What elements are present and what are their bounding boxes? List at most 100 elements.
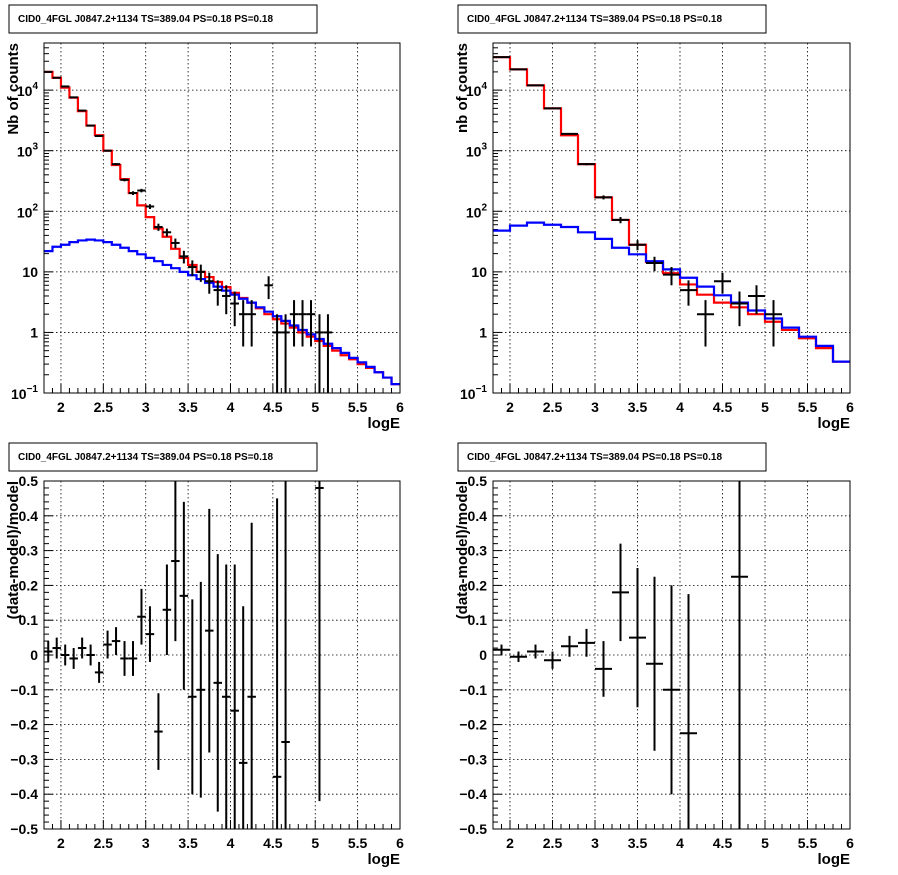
- y-axis-label: (data-model)/model: [454, 481, 471, 619]
- axis-ticks: [43, 42, 401, 394]
- y-tick-label: 0.1: [468, 612, 488, 628]
- y-tick-label: 0.2: [19, 577, 39, 593]
- data-point: [247, 300, 256, 347]
- panel-tr: 2 2.5 3 3.5 4 4.5 5 5.5 6 10−1 1 10 102 103 104 logE nb …: [454, 4, 854, 432]
- data-point: [213, 554, 222, 812]
- data-point: [281, 314, 290, 393]
- data-point: [137, 188, 146, 193]
- data-point: [238, 300, 248, 347]
- data-point: [94, 134, 104, 137]
- x-tick-label: 5.5: [348, 835, 368, 851]
- x-tick-label: 6: [846, 399, 854, 415]
- data-point: [162, 228, 172, 237]
- y-axis-label: Nb of counts: [5, 43, 22, 135]
- data-points: [493, 56, 782, 347]
- y-tick-label: 0.5: [468, 473, 488, 489]
- x-tick-label: 5: [761, 399, 769, 415]
- axis-ticks: [43, 480, 401, 830]
- data-point: [578, 163, 595, 166]
- y-tick-label: 0.4: [468, 508, 488, 524]
- y-tick-label: 0: [479, 647, 487, 663]
- data-point: [697, 300, 714, 347]
- series-line-1: [44, 238, 400, 386]
- y-tick-label: 102: [17, 202, 39, 220]
- x-tick-label: 4.5: [713, 399, 733, 415]
- data-point: [137, 588, 146, 645]
- x-tick-label: 2: [506, 399, 514, 415]
- data-point: [196, 581, 206, 798]
- title-box: [8, 4, 318, 34]
- chart-title: CID0_4FGL J0847.2+1134 TS=389.04 PS=0.18…: [467, 14, 722, 25]
- x-tick-label: 3.5: [628, 399, 648, 415]
- data-points: [44, 70, 333, 393]
- data-point: [128, 641, 138, 676]
- series-line-1: [493, 221, 850, 363]
- data-point: [544, 107, 561, 110]
- x-tick-label: 6: [396, 835, 404, 851]
- data-point: [44, 641, 53, 662]
- x-tick-label: 2: [57, 835, 65, 851]
- data-point: [306, 300, 316, 347]
- y-tick-label: 0.4: [19, 508, 39, 524]
- data-point: [544, 651, 561, 669]
- x-tick-label: 2.5: [94, 399, 114, 415]
- x-tick-label: 6: [396, 399, 404, 415]
- data-point: [765, 300, 782, 347]
- data-point: [111, 163, 121, 166]
- chart-title: CID0_4FGL J0847.2+1134 TS=389.04 PS=0.18…: [18, 14, 273, 25]
- x-tick-label: 3: [591, 835, 599, 851]
- grid: [493, 43, 851, 394]
- data-point: [289, 300, 299, 347]
- panel-br: 2 2.5 3 3.5 4 4.5 5 5.5 6 −0.5 −0.4 −0.3 −0.2 −0.1 0 0.…: [454, 442, 854, 868]
- data-point: [205, 508, 214, 753]
- data-point: [69, 648, 78, 669]
- data-point: [595, 195, 612, 200]
- data-point: [179, 501, 189, 690]
- y-tick-label: −0.3: [10, 751, 38, 767]
- chart-title: CID0_4FGL J0847.2+1134 TS=389.04 PS=0.18…: [18, 452, 273, 463]
- y-tick-label: 0.1: [19, 612, 39, 628]
- x-tick-label: 2.5: [543, 835, 563, 851]
- y-tick-label: 0: [30, 647, 38, 663]
- x-tick-label: 3.5: [628, 835, 648, 851]
- y-tick-label: 10: [22, 264, 38, 280]
- data-point: [213, 280, 222, 306]
- x-tick-label: 2: [506, 835, 514, 851]
- panel-tl: 2 2.5 3 3.5 4 4.5 5 5.5 6 10−1 1 10 102 103 104 logE Nb …: [5, 4, 404, 432]
- data-point: [86, 644, 95, 666]
- data-point: [145, 606, 155, 662]
- y-tick-label: 103: [17, 142, 39, 160]
- x-tick-label: 4.5: [263, 835, 283, 851]
- data-point: [298, 300, 307, 347]
- x-tick-label: 5.5: [798, 835, 818, 851]
- y-tick-label: 1: [30, 324, 38, 340]
- y-tick-label: 104: [17, 81, 39, 99]
- data-point: [561, 132, 578, 135]
- x-tick-label: 4.5: [263, 399, 283, 415]
- data-point: [595, 641, 612, 697]
- data-point: [222, 564, 231, 829]
- plot-frame: [43, 42, 401, 394]
- x-tick-label: 3: [591, 399, 599, 415]
- x-tick-label: 5: [311, 399, 319, 415]
- y-tick-label: 0.5: [19, 473, 39, 489]
- axis-ticks: [492, 42, 851, 394]
- y-tick-label: −0.4: [10, 786, 38, 802]
- data-point: [247, 522, 256, 829]
- data-point: [646, 256, 663, 272]
- x-axis-label: logE: [818, 415, 851, 432]
- data-point: [86, 124, 95, 127]
- y-tick-label: 10: [471, 264, 487, 280]
- y-tick-label: −0.4: [459, 786, 487, 802]
- x-axis-label: logE: [818, 851, 851, 868]
- x-tick-label: 6: [846, 835, 854, 851]
- plot-frame: [492, 480, 851, 830]
- plot-frame: [43, 480, 401, 830]
- grid: [44, 43, 401, 394]
- data-point: [281, 481, 290, 829]
- data-point: [629, 240, 646, 251]
- y-tick-label: 0.2: [468, 577, 488, 593]
- data-point: [120, 178, 129, 182]
- x-axis-label: logE: [368, 415, 401, 432]
- data-point: [680, 594, 697, 829]
